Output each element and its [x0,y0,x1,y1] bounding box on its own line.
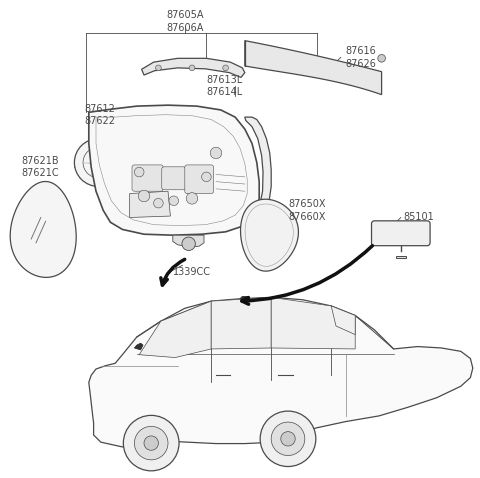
Polygon shape [134,343,143,350]
Polygon shape [142,58,245,77]
Polygon shape [89,105,259,235]
FancyBboxPatch shape [132,165,163,191]
Circle shape [138,190,150,202]
Text: 87621B
87621C: 87621B 87621C [22,156,59,178]
Circle shape [134,426,168,460]
Circle shape [281,432,295,446]
Circle shape [169,196,179,206]
Polygon shape [173,235,204,247]
Polygon shape [130,191,170,217]
Polygon shape [10,182,76,277]
Polygon shape [331,306,355,335]
Polygon shape [139,301,211,358]
Circle shape [189,65,195,71]
Circle shape [210,147,222,159]
Circle shape [182,237,195,250]
Circle shape [260,411,316,467]
FancyBboxPatch shape [372,221,430,246]
Polygon shape [245,117,271,229]
FancyBboxPatch shape [162,167,186,190]
Polygon shape [89,297,473,448]
Polygon shape [240,296,249,300]
Polygon shape [240,199,299,271]
Text: 87612
87622: 87612 87622 [84,104,115,126]
Text: 87605A
87606A: 87605A 87606A [166,11,204,33]
Circle shape [144,436,158,450]
Text: 85101: 85101 [403,213,434,222]
Circle shape [134,167,144,177]
Circle shape [156,65,161,71]
Circle shape [154,198,163,208]
Circle shape [123,415,179,471]
Polygon shape [245,41,382,95]
Polygon shape [211,297,271,349]
Polygon shape [396,256,406,258]
Circle shape [186,193,198,204]
FancyBboxPatch shape [185,165,214,194]
Circle shape [202,172,211,182]
Text: 87650X
87660X: 87650X 87660X [288,199,325,221]
Text: 87613L
87614L: 87613L 87614L [206,75,243,97]
Text: 1339CC: 1339CC [173,268,211,277]
Polygon shape [271,297,355,349]
Text: 87616
87626: 87616 87626 [346,46,376,68]
Circle shape [378,54,385,62]
Circle shape [223,65,228,71]
Circle shape [74,139,122,186]
Circle shape [271,422,305,456]
